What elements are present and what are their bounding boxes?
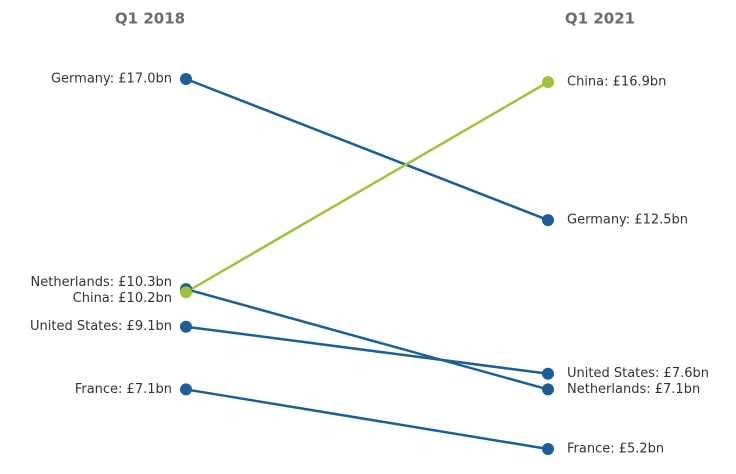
dot [180, 320, 192, 333]
value-label: Netherlands: £7.1bn [567, 382, 700, 397]
dot [542, 443, 554, 455]
value-label: United States: £9.1bn [30, 319, 172, 334]
dot [542, 214, 554, 227]
value-label: Netherlands: £10.3bn [31, 275, 172, 290]
value-label: Germany: £17.0bn [51, 72, 172, 87]
value-label: France: £5.2bn [567, 442, 664, 457]
dot [542, 367, 554, 380]
dot [180, 73, 192, 85]
value-label: United States: £7.6bn [567, 366, 709, 381]
slope-line [185, 325, 549, 375]
slope-line [185, 81, 549, 294]
value-label: China: £10.2bn [73, 291, 172, 306]
slope-line [185, 287, 549, 391]
value-label: France: £7.1bn [75, 382, 172, 397]
dot [542, 76, 554, 89]
value-label: Germany: £12.5bn [567, 213, 688, 228]
column-header: Q1 2021 [565, 10, 635, 28]
dot [180, 383, 192, 396]
value-label: China: £16.9bn [567, 75, 666, 90]
slope-line [185, 388, 549, 451]
dot [542, 383, 554, 396]
slope-line [185, 77, 549, 222]
dot [180, 286, 192, 299]
column-header: Q1 2018 [115, 10, 185, 28]
